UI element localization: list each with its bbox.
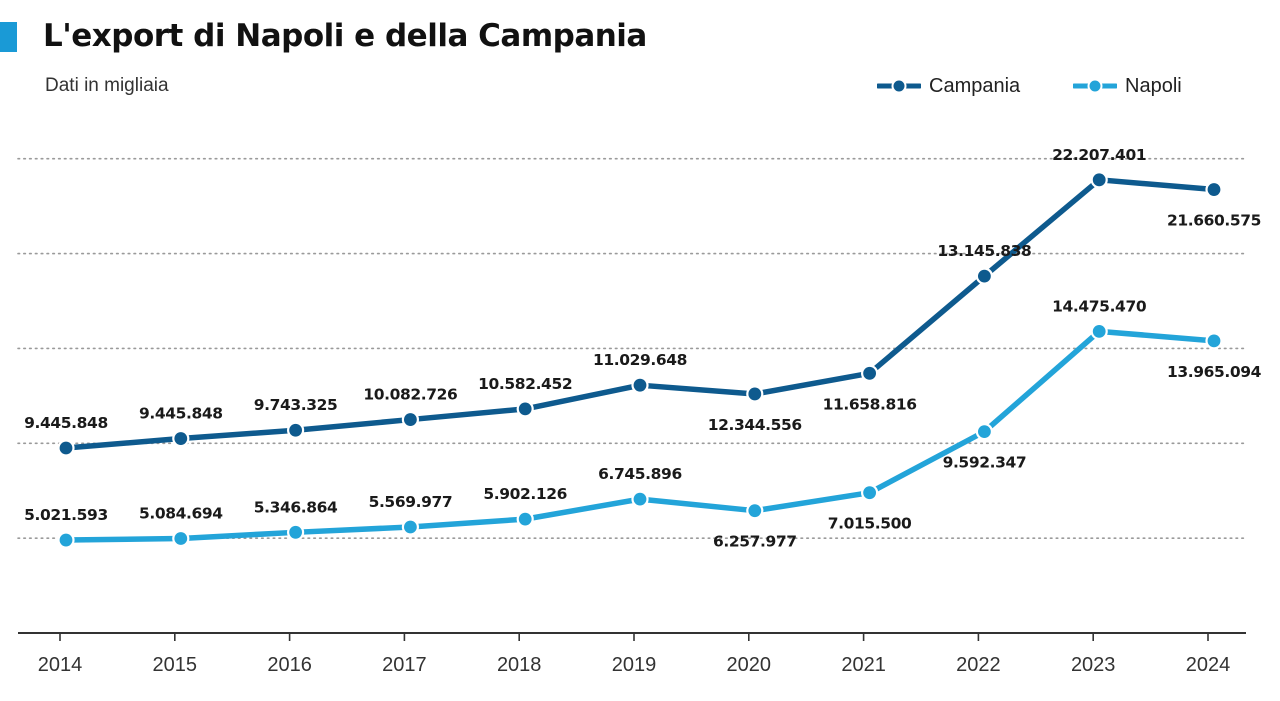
data-label-napoli-2018: 5.902.126 [483,485,567,503]
x-tick-label: 2019 [612,654,657,676]
data-label-campania-2018: 10.582.452 [478,375,572,393]
data-point-campania-2016 [287,421,305,439]
data-label-napoli-2023: 14.475.470 [1052,297,1147,315]
x-axis: 2014 2015 2016 2017 2018 2019 2020 2021 2022 2023… [18,632,1246,676]
x-tick-label: 2022 [956,654,1001,676]
chart-subtitle: Dati in migliaia [45,75,169,96]
data-label-napoli-2022: 9.592.347 [943,454,1027,472]
data-label-napoli-2014: 5.021.593 [24,506,108,524]
data-label-campania-2016: 9.743.325 [254,396,338,414]
data-label-campania-2017: 10.082.726 [363,386,457,404]
data-point-napoli-2024 [1205,332,1223,350]
data-point-napoli-2015 [172,529,190,548]
data-point-campania-2024 [1205,180,1223,199]
data-labels: 9.445.848 9.445.848 9.743.325 10.082.726 10.… [24,146,1262,551]
data-label-napoli-2017: 5.569.977 [369,493,453,511]
legend-item-napoli: Napoli [1073,72,1182,100]
data-point-napoli-2023 [1090,322,1108,340]
data-label-napoli-2020: 6.257.977 [713,533,797,551]
x-tick-label: 2024 [1186,654,1231,676]
title-accent-bar [0,22,17,52]
x-tick-label: 2016 [267,654,312,676]
data-label-campania-2022: 13.145.838 [937,242,1031,260]
data-point-campania-2021 [860,364,879,382]
data-point-napoli-2019 [631,490,649,508]
data-point-campania-2015 [172,429,190,448]
data-point-napoli-2014 [57,531,75,549]
data-point-campania-2017 [401,410,419,429]
data-label-campania-2024: 21.660.575 [1167,212,1261,230]
x-tick-label: 2020 [727,654,772,676]
data-label-campania-2020: 12.344.556 [708,416,802,434]
data-point-napoli-2021 [860,484,879,502]
data-point-campania-2023 [1090,171,1108,189]
legend-item-campania: Campania [877,72,1020,100]
legend-label-napoli: Napoli [1125,74,1182,97]
data-label-campania-2014: 9.445.848 [24,414,108,432]
data-label-campania-2021: 11.658.816 [823,395,917,413]
data-point-campania-2018 [516,400,534,418]
series-line-campania [63,177,1217,451]
data-point-napoli-2020 [746,502,764,520]
data-label-napoli-2024: 13.965.094 [1167,363,1262,381]
data-point-campania-2022 [975,267,994,285]
chart-title: L'export di Napoli e della Campania [43,18,647,54]
x-tick-label: 2014 [38,654,83,676]
data-label-campania-2015: 9.445.848 [139,405,223,423]
series [57,171,1223,549]
data-point-napoli-2016 [287,523,305,541]
data-point-campania-2014 [57,439,75,457]
data-label-napoli-2015: 5.084.694 [139,505,223,523]
x-tick-label: 2017 [382,654,427,676]
data-point-napoli-2018 [516,510,534,528]
legend-label-campania: Campania [929,74,1021,97]
x-tick-label: 2018 [497,654,542,676]
data-point-campania-2019 [631,376,649,394]
data-label-campania-2019: 11.029.648 [593,351,687,369]
data-label-napoli-2019: 6.745.896 [598,465,682,483]
data-point-campania-2020 [746,385,764,403]
data-label-napoli-2021: 7.015.500 [828,515,912,533]
data-point-napoli-2022 [975,423,994,441]
data-point-napoli-2017 [401,518,419,536]
legend-marker-campania [877,78,921,94]
data-label-napoli-2016: 5.346.864 [254,498,338,516]
legend-marker-napoli [1073,78,1117,94]
x-tick-label: 2023 [1071,654,1116,676]
data-label-campania-2023: 22.207.401 [1052,146,1146,164]
x-tick-label: 2015 [153,654,198,676]
x-tick-label: 2021 [841,654,886,676]
